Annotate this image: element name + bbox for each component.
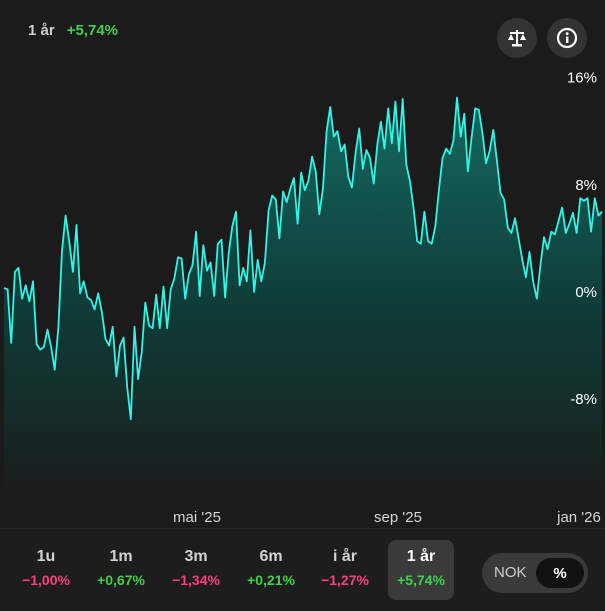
range-tab-label: 6m xyxy=(259,548,283,565)
y-tick-label: -8% xyxy=(570,391,597,408)
toggle-percent[interactable]: % xyxy=(536,558,584,588)
range-tab-label: 1u xyxy=(36,548,56,565)
x-tick-label: mai '25 xyxy=(173,509,221,526)
chart-area xyxy=(4,97,602,500)
y-tick-label: 16% xyxy=(567,70,597,87)
range-tab-4[interactable]: i år −1,27% xyxy=(312,540,378,600)
chart-line xyxy=(3,96,603,421)
range-tab-change: −1,00% xyxy=(22,572,70,588)
period-summary: 1 år +5,74% xyxy=(28,22,118,39)
y-tick-label: 8% xyxy=(575,177,597,194)
scale-icon xyxy=(508,30,526,47)
info-icon xyxy=(556,27,578,49)
range-tab-5[interactable]: 1 år +5,74% xyxy=(388,540,454,600)
y-tick-label: 0% xyxy=(575,284,597,301)
compare-button[interactable] xyxy=(497,18,537,58)
range-tab-0[interactable]: 1u −1,00% xyxy=(13,540,79,600)
x-tick-label: jan '26 xyxy=(556,509,601,526)
range-tab-label: i år xyxy=(332,548,357,565)
period-label: 1 år xyxy=(28,22,55,39)
range-tab-label: 1m xyxy=(109,548,133,565)
period-change: +5,74% xyxy=(66,22,118,39)
range-tab-2[interactable]: 3m −1,34% xyxy=(163,540,229,600)
range-tab-label: 3m xyxy=(184,548,208,565)
x-tick-label: sep '25 xyxy=(374,509,422,526)
range-tab-3[interactable]: 6m +0,21% xyxy=(238,540,304,600)
range-tab-1[interactable]: 1m +0,67% xyxy=(88,540,154,600)
range-tab-change: −1,34% xyxy=(172,572,220,588)
range-tab-change: +0,21% xyxy=(247,572,295,588)
range-tab-change: +5,74% xyxy=(397,572,445,588)
range-tab-change: −1,27% xyxy=(321,572,369,588)
price-chart[interactable]: 16% 8% 0% -8% mai '25 sep '25 jan '26 xyxy=(0,0,605,528)
toggle-nok[interactable]: NOK xyxy=(494,564,527,581)
info-button[interactable] xyxy=(547,18,587,58)
range-tab-label: 1 år xyxy=(406,548,436,565)
unit-toggle[interactable]: NOK % xyxy=(482,553,588,593)
range-tab-change: +0,67% xyxy=(97,572,145,588)
